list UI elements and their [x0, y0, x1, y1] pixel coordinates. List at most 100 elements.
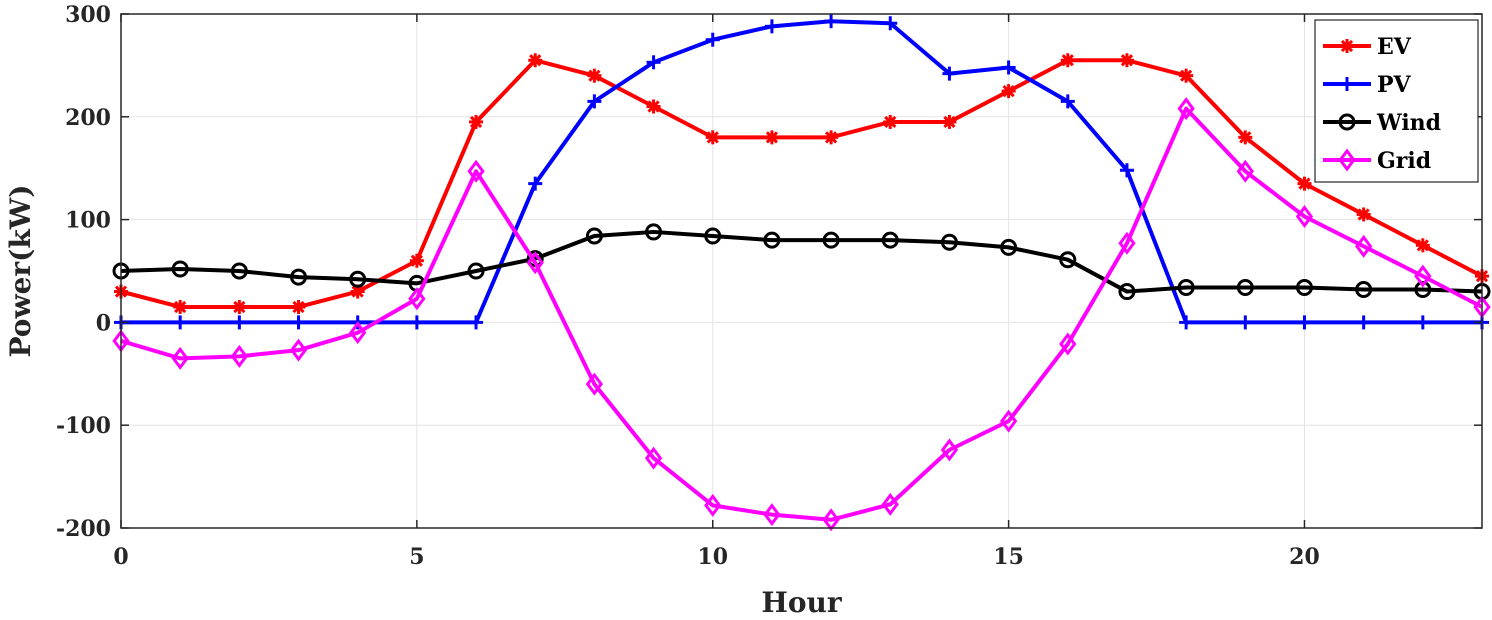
data-point-grid [585, 372, 604, 396]
data-point-wind [1355, 281, 1373, 299]
data-point-grid [1236, 159, 1254, 183]
data-point-ev [1238, 130, 1253, 145]
data-point-grid [763, 503, 781, 527]
legend-label-grid: Grid [1377, 148, 1431, 174]
data-point-grid [408, 287, 426, 311]
data-point-ev [291, 299, 306, 314]
legend-item-ev: EV [1323, 34, 1412, 60]
data-point-ev [824, 130, 839, 145]
data-point-wind [881, 231, 899, 249]
data-point-grid [467, 159, 485, 183]
x-axis-label: Hour [761, 586, 842, 619]
data-point-grid [1355, 234, 1373, 258]
data-point-wind [467, 262, 485, 280]
data-point-ev [883, 114, 898, 129]
data-point-grid [1295, 205, 1314, 229]
data-point-pv [1238, 315, 1253, 330]
legend-marker-wind [1338, 113, 1356, 131]
data-point-pv [1356, 315, 1371, 330]
legend-label-pv: PV [1377, 72, 1412, 98]
data-point-ev [646, 99, 661, 114]
data-point-ev [764, 130, 779, 145]
data-point-wind [349, 270, 367, 288]
data-point-ev [1001, 84, 1016, 99]
y-tick-label: 0 [96, 310, 111, 336]
data-point-wind [1000, 238, 1018, 256]
data-point-pv [587, 94, 602, 109]
data-point-wind [645, 223, 663, 241]
legend-label-wind: Wind [1376, 110, 1441, 136]
legend-item-grid: Grid [1323, 148, 1431, 174]
data-point-ev [1415, 238, 1430, 253]
data-point-wind [704, 227, 722, 245]
data-point-pv [1119, 163, 1134, 178]
data-point-wind [1236, 278, 1254, 296]
data-point-grid [526, 251, 544, 275]
data-point-ev [232, 299, 247, 314]
data-point-pv [291, 315, 306, 330]
data-point-grid [1059, 332, 1077, 356]
series-pv [114, 14, 1489, 330]
data-point-pv [646, 55, 661, 70]
data-point-ev [1297, 176, 1312, 191]
data-point-pv [528, 176, 543, 191]
data-point-ev [587, 68, 602, 83]
series-grid [112, 97, 1491, 532]
data-point-grid [881, 492, 899, 516]
data-point-grid [171, 346, 189, 370]
y-tick-label: 200 [65, 105, 111, 131]
data-point-grid [1177, 97, 1195, 121]
y-tick-label: -100 [56, 413, 111, 439]
legend: EV PV Wind Grid [1314, 19, 1479, 183]
x-tick-label: 15 [993, 544, 1024, 570]
data-point-wind [1059, 251, 1077, 269]
data-point-pv [173, 315, 188, 330]
data-point-grid [644, 446, 663, 470]
legend-item-pv: PV [1323, 72, 1412, 98]
x-tick-label: 20 [1289, 544, 1320, 570]
series-ev [114, 53, 1489, 314]
data-point-ev [469, 114, 484, 129]
legend-label-ev: EV [1377, 34, 1412, 60]
data-point-pv [1060, 94, 1075, 109]
x-tick-label: 0 [113, 544, 128, 570]
y-tick-label: 100 [65, 208, 111, 234]
legend-marker-grid [1338, 148, 1356, 172]
data-point-grid [289, 338, 308, 362]
data-point-pv [469, 315, 484, 330]
x-tick-label: 10 [697, 544, 728, 570]
data-point-pv [705, 32, 720, 47]
data-point-wind [171, 260, 189, 278]
data-point-ev [1060, 53, 1075, 68]
data-point-pv [764, 19, 779, 34]
data-point-grid [1118, 231, 1136, 255]
y-tick-label: -200 [56, 516, 111, 542]
series-line-pv [121, 19, 1482, 325]
data-point-wind [822, 231, 840, 249]
series-line-wind [120, 229, 1483, 294]
series-layer [112, 14, 1491, 532]
y-tick-label: 300 [65, 2, 111, 28]
y-axis-label: Power(kW) [4, 185, 37, 358]
x-tick-label: 5 [409, 544, 424, 570]
data-point-ev [1356, 207, 1371, 222]
legend-item-wind: Wind [1323, 110, 1441, 136]
series-wind [112, 223, 1491, 301]
data-point-wind [1414, 281, 1432, 299]
data-point-wind [290, 268, 308, 286]
data-point-wind [585, 227, 603, 245]
plot-area-border [120, 13, 1483, 529]
data-point-pv [824, 14, 839, 29]
legend-marker-pv [1340, 77, 1354, 91]
data-point-pv [1179, 315, 1194, 330]
legend-marker-ev [1340, 39, 1354, 53]
series-line-ev [120, 58, 1483, 309]
data-point-wind [230, 262, 248, 280]
data-point-ev [705, 130, 720, 145]
series-line-grid [120, 106, 1483, 522]
grid [120, 13, 1482, 529]
data-point-grid [704, 493, 722, 517]
data-point-ev [409, 253, 424, 268]
data-point-wind [1118, 283, 1136, 301]
